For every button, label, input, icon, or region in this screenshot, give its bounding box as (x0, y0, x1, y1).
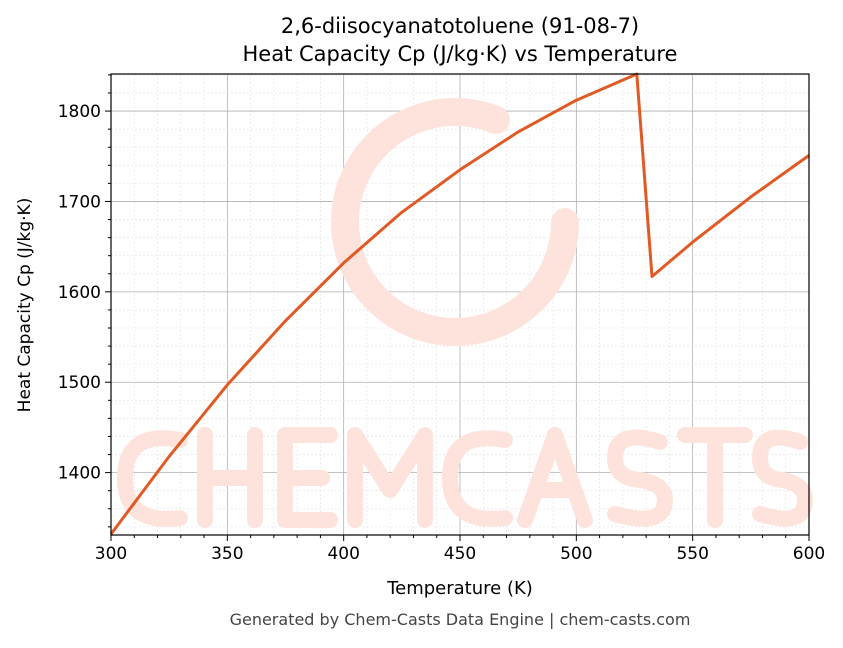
grid (110, 74, 810, 535)
x-tick-label: 350 (211, 544, 243, 564)
x-tick-label: 400 (327, 544, 359, 564)
footer: Generated by Chem-Casts Data Engine | ch… (230, 610, 691, 629)
watermark-letter-s2 (752, 429, 813, 527)
y-tick-label: 1400 (58, 464, 101, 484)
watermark-letter-s (607, 429, 673, 527)
watermark-letter-c2 (442, 430, 513, 527)
x-tick-label: 300 (95, 544, 127, 564)
chart-title: 2,6-diisocyanatotoluene (91-08-7) (281, 14, 639, 38)
series-line-cp (109, 72, 810, 535)
x-tick-label: 450 (444, 544, 476, 564)
y-tick-label: 1600 (58, 283, 101, 303)
x-tick-label: 550 (676, 544, 708, 564)
x-tick-label: 500 (560, 544, 592, 564)
y-tick-label: 1700 (58, 192, 101, 212)
watermark-letter-a (517, 427, 593, 528)
x-axis-label: Temperature (K) (386, 578, 533, 599)
ticks: 300 350 400 450 500 550 600 1400 1500 1600 1700 180… (58, 74, 825, 564)
x-tick-label: 600 (793, 544, 825, 564)
watermark-logo-ring (331, 98, 579, 346)
y-tick-label: 1800 (58, 102, 101, 122)
watermark-letter-e (277, 427, 338, 528)
y-axis-label: Heat Capacity Cp (J/kg·K) (15, 198, 35, 413)
watermark-letter-h (197, 427, 263, 528)
watermark-letter-m (347, 427, 433, 528)
y-tick-label: 1500 (58, 373, 101, 393)
chart-subtitle: Heat Capacity Cp (J/kg·K) vs Temperature (243, 42, 678, 66)
watermark-logo (117, 98, 813, 528)
watermark-letter-t (677, 427, 753, 528)
watermark-letter-c (117, 430, 188, 527)
